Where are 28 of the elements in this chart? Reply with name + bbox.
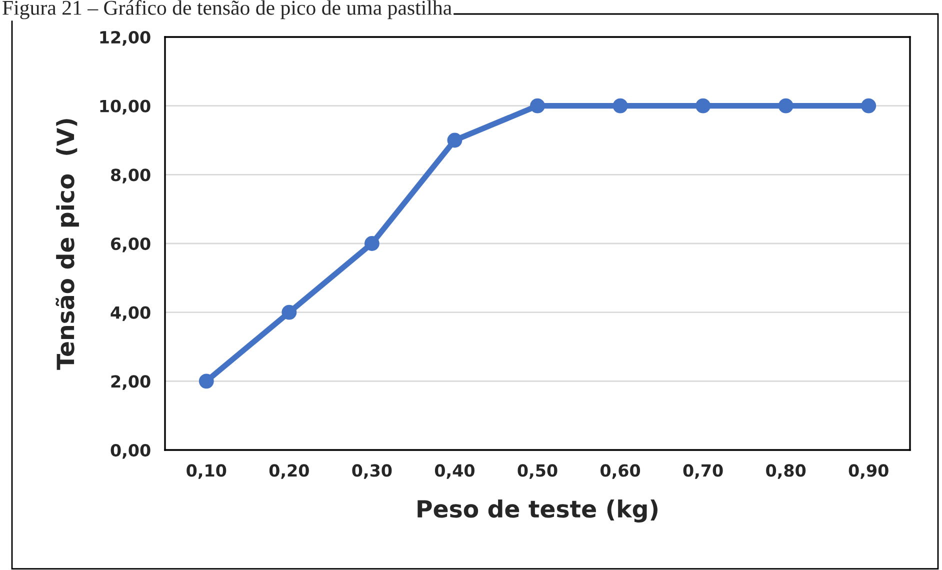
x-axis-title: Peso de teste (kg) [418, 499, 658, 522]
x-tick-label: 0,10 [186, 464, 226, 479]
x-tick-label: 0,90 [848, 464, 888, 479]
x-tick-label: 0,80 [766, 464, 806, 479]
y-tick-label: 4,00 [110, 306, 150, 322]
chart-title: Figura 21 – Gráfico de tensão de pico de uma pastilha [2, 0, 452, 20]
y-tick-label: 8,00 [111, 168, 150, 184]
x-tick-label: 0,60 [600, 464, 640, 479]
point [612, 98, 628, 114]
point [530, 98, 545, 114]
y-tick-label: 0,00 [110, 444, 150, 459]
point [778, 98, 794, 114]
x-tick-label: 0,30 [352, 464, 392, 479]
point [696, 98, 711, 114]
point [447, 132, 462, 148]
y-tick-label: 6,00 [111, 237, 150, 252]
y-tick-label: 10,00 [100, 100, 150, 115]
point [861, 98, 876, 114]
point [364, 236, 380, 251]
x-tick-label: 0,50 [518, 464, 558, 479]
x-tick-label: 0,70 [683, 464, 723, 479]
y-tick-label: 12,00 [100, 30, 150, 46]
y-axis-title: Tensão de pico (V) [56, 119, 79, 370]
y-tick-label: 2,00 [111, 375, 150, 390]
x-tick-label: 0,20 [269, 464, 309, 479]
point [198, 374, 214, 389]
point [282, 304, 297, 320]
x-tick-label: 0,40 [434, 464, 474, 479]
